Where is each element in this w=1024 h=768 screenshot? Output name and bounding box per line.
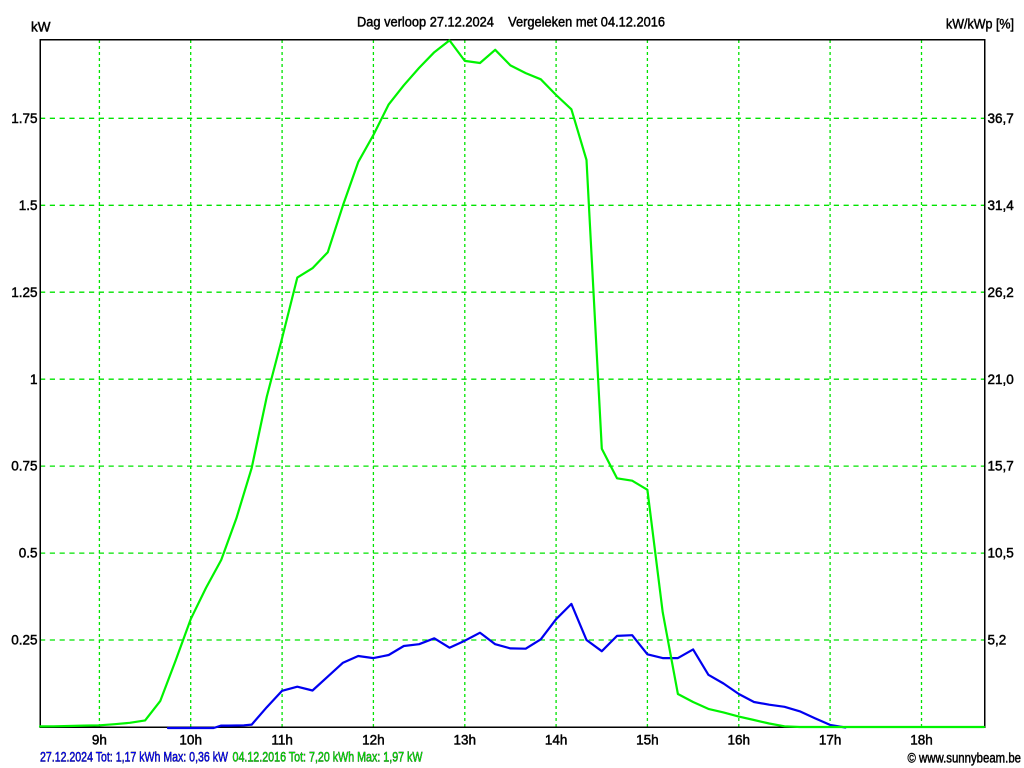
svg-text:10,5: 10,5 [988,546,1014,561]
svg-text:12h: 12h [362,733,385,748]
svg-text:© www.sunnybeam.be: © www.sunnybeam.be [908,751,1022,766]
svg-text:1.25: 1.25 [11,285,37,300]
svg-text:13h: 13h [454,733,477,748]
svg-text:0.25: 0.25 [11,633,37,648]
svg-text:36,7: 36,7 [988,111,1014,126]
svg-text:1: 1 [30,372,38,387]
svg-text:18h: 18h [910,733,933,748]
svg-text:5,2: 5,2 [988,633,1007,648]
svg-text:14h: 14h [545,733,568,748]
svg-text:31,4: 31,4 [988,198,1015,213]
svg-text:kW/kWp [%]: kW/kWp [%] [946,17,1014,32]
svg-text:15h: 15h [636,733,659,748]
svg-text:15,7: 15,7 [988,459,1014,474]
svg-text:1.5: 1.5 [19,198,38,213]
svg-text:Dag verloop 27.12.2024 Ver: Dag verloop 27.12.2024 Vergeleken met 04… [357,14,665,29]
svg-text:04.12.2016 Tot: 7,20 kWh Max:: 04.12.2016 Tot: 7,20 kWh Max: 1,97 kW [233,750,423,765]
svg-text:0.75: 0.75 [11,459,37,474]
svg-text:10h: 10h [179,733,202,748]
svg-text:0.5: 0.5 [19,546,38,561]
svg-text:1.75: 1.75 [11,111,37,126]
svg-text:26,2: 26,2 [988,285,1014,300]
svg-text:21,0: 21,0 [988,372,1014,387]
svg-text:9h: 9h [92,733,107,748]
svg-text:kW: kW [31,20,51,35]
svg-text:16h: 16h [728,733,751,748]
svg-text:17h: 17h [819,733,842,748]
svg-text:11h: 11h [271,733,293,748]
svg-text:27.12.2024 Tot: 1,17 kWh Max:: 27.12.2024 Tot: 1,17 kWh Max: 0,36 kW [40,750,228,765]
